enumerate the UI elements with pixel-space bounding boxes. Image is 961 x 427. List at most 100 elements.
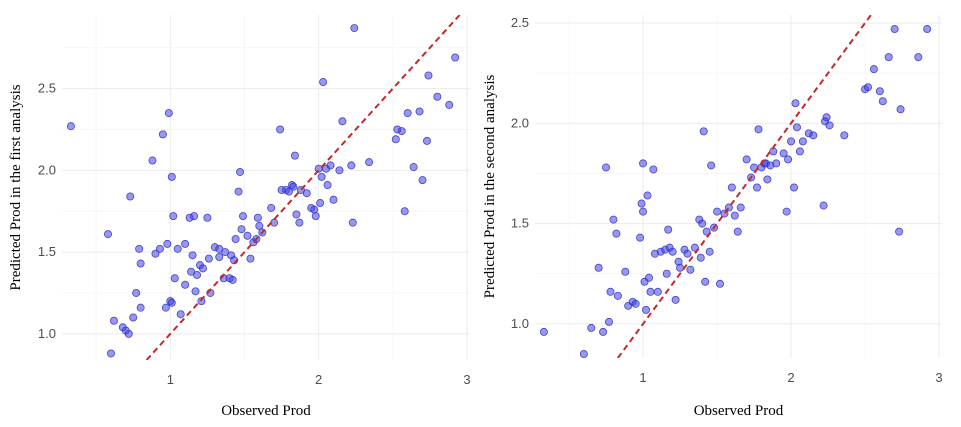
data-point xyxy=(253,213,262,222)
data-point xyxy=(727,183,736,192)
data-point xyxy=(424,71,433,80)
data-point xyxy=(825,121,834,130)
data-point xyxy=(237,225,246,234)
data-point xyxy=(198,264,207,273)
data-point xyxy=(707,161,716,170)
data-point xyxy=(923,25,932,34)
data-point xyxy=(197,297,206,306)
data-point xyxy=(302,189,311,198)
data-point xyxy=(418,176,427,185)
data-point xyxy=(221,248,230,257)
data-point xyxy=(236,167,245,176)
data-point xyxy=(705,247,714,256)
data-point xyxy=(151,249,160,258)
data-point xyxy=(246,254,255,263)
data-point xyxy=(397,127,406,136)
data-point xyxy=(126,192,135,201)
data-point xyxy=(890,25,899,34)
data-point xyxy=(103,230,112,239)
data-point xyxy=(664,225,673,234)
data-point xyxy=(239,212,248,221)
y-tick-label: 1.0 xyxy=(38,326,56,341)
data-point xyxy=(234,187,243,196)
data-point xyxy=(161,303,170,312)
data-point xyxy=(163,239,172,248)
y-axis-title: Predicted Prod in the first analysis xyxy=(8,84,24,290)
x-axis-title: Observed Prod xyxy=(221,403,311,419)
x-tick-label: 2 xyxy=(315,372,322,387)
data-point xyxy=(782,207,791,216)
data-point xyxy=(671,295,680,304)
data-point xyxy=(292,210,301,219)
data-point xyxy=(317,172,326,181)
data-point xyxy=(605,317,614,326)
data-point xyxy=(696,253,705,262)
data-point xyxy=(795,147,804,156)
data-point xyxy=(599,327,608,336)
data-point xyxy=(409,163,418,172)
data-point xyxy=(290,151,299,160)
data-point xyxy=(169,212,178,221)
points-group xyxy=(66,24,460,358)
data-point xyxy=(792,123,801,132)
data-point xyxy=(790,183,799,192)
data-point xyxy=(539,327,548,336)
data-point xyxy=(284,187,293,196)
data-point xyxy=(631,299,640,308)
data-point xyxy=(124,329,133,338)
data-point xyxy=(716,279,725,288)
data-point xyxy=(784,155,793,164)
data-point xyxy=(621,267,630,276)
data-point xyxy=(350,24,359,33)
data-point xyxy=(148,156,157,165)
data-point xyxy=(310,205,319,214)
data-point xyxy=(609,215,618,224)
data-point xyxy=(136,259,145,268)
y-axis-title: Predicted Prod in the second analysis xyxy=(482,74,498,298)
y-tick-label: 1.0 xyxy=(511,316,529,331)
data-point xyxy=(730,211,739,220)
x-axis-title: Observed Prod xyxy=(694,403,784,419)
data-point xyxy=(798,137,807,146)
data-point xyxy=(289,182,298,191)
data-point xyxy=(231,235,240,244)
data-point xyxy=(643,191,652,200)
data-point xyxy=(215,244,224,253)
x-tick-label: 3 xyxy=(463,372,470,387)
data-point xyxy=(676,263,685,272)
data-point xyxy=(311,212,320,221)
data-point xyxy=(822,113,831,122)
data-point xyxy=(579,349,588,358)
data-point xyxy=(215,252,224,261)
data-point xyxy=(338,117,347,126)
data-point xyxy=(754,125,763,134)
data-point xyxy=(895,227,904,236)
data-point xyxy=(612,229,621,238)
data-point xyxy=(884,53,893,62)
data-point xyxy=(809,131,818,140)
data-point xyxy=(637,199,646,208)
data-point xyxy=(772,159,781,168)
data-point xyxy=(106,349,115,358)
data-point xyxy=(136,303,145,312)
reference-line xyxy=(617,15,872,358)
data-point xyxy=(642,305,651,314)
data-point xyxy=(135,244,144,253)
data-point xyxy=(188,251,197,260)
data-point xyxy=(742,155,751,164)
data-point xyxy=(267,203,276,212)
data-point xyxy=(683,249,692,258)
x-tick-label: 1 xyxy=(167,372,174,387)
data-point xyxy=(639,159,648,168)
data-point xyxy=(636,233,645,242)
y-tick-label: 1.5 xyxy=(38,244,56,259)
data-point xyxy=(167,172,176,181)
data-point xyxy=(606,287,615,296)
data-point xyxy=(193,270,202,279)
data-point xyxy=(109,316,118,325)
chart-panel-first-analysis: 1 2 3 1.0 1.5 2.0 2.5 Observed Prod Predicted Pr… xyxy=(8,15,471,419)
data-point xyxy=(702,227,711,236)
data-point xyxy=(896,105,905,114)
data-point xyxy=(415,107,424,116)
